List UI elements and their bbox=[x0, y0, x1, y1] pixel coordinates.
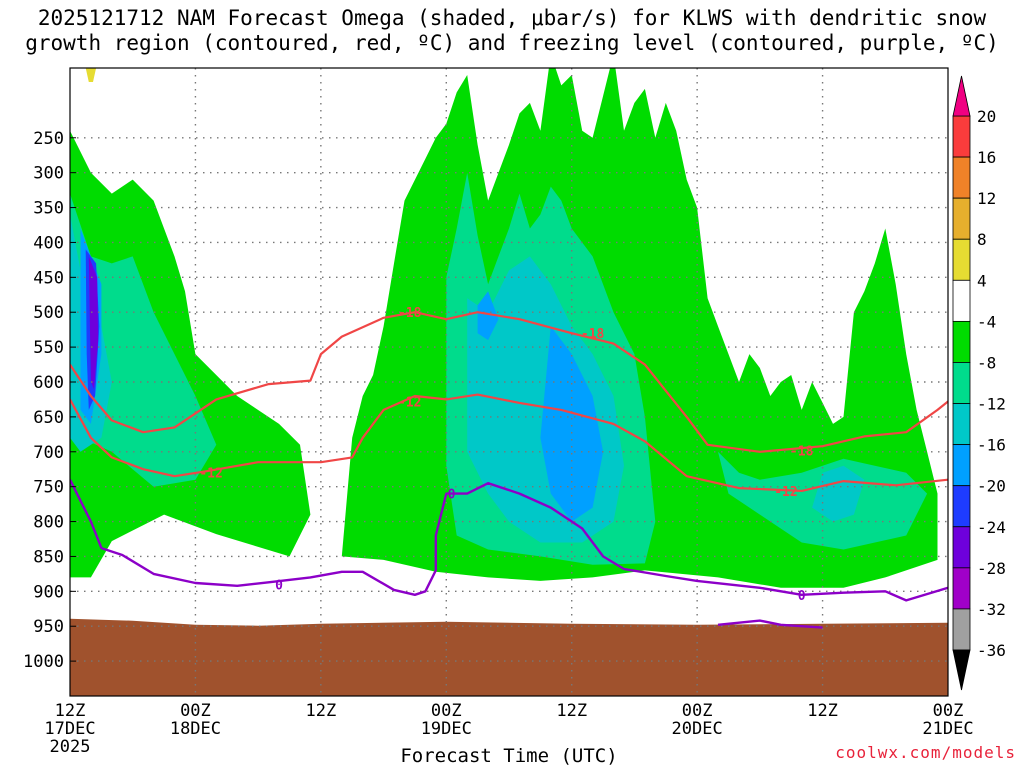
colorbar-label-neg28: -28 bbox=[977, 559, 1006, 578]
y-tick-label-650: 650 bbox=[33, 408, 64, 428]
colorbar-label-8: 8 bbox=[977, 230, 987, 249]
colorbar-bin-4 bbox=[952, 279, 971, 322]
x-tick-date-36: 19DEC bbox=[421, 719, 472, 739]
x-tick-time-60: 00Z bbox=[682, 701, 713, 721]
colorbar-label-20: 20 bbox=[977, 107, 996, 126]
colorbar-bin-7 bbox=[952, 403, 971, 446]
dgz_minus12-label-1: -12 bbox=[398, 396, 421, 411]
colorbar-label-neg32: -32 bbox=[977, 600, 1006, 619]
colorbar-bin-11 bbox=[952, 567, 971, 610]
x-tick-time-72: 12Z bbox=[807, 701, 838, 721]
y-tick-label-250: 250 bbox=[33, 129, 64, 149]
colorbar-label-neg12: -12 bbox=[977, 395, 1006, 414]
colorbar-bin-6 bbox=[952, 362, 971, 404]
colorbar-label-4: 4 bbox=[977, 271, 987, 290]
dgz_minus18-line bbox=[70, 311, 948, 453]
y-tick-label-600: 600 bbox=[33, 373, 64, 393]
colorbar-bottom-arrow bbox=[952, 649, 971, 691]
colorbar-label-neg36: -36 bbox=[977, 641, 1006, 660]
colorbar-bin-8 bbox=[952, 444, 971, 487]
colorbar: 20 16 12 8 4 -4 -8 -12 -16 -20 -24 -28 -32 -36 bbox=[952, 75, 1006, 691]
x-tick-year-0: 2025 bbox=[50, 737, 91, 757]
credit-link[interactable]: coolwx.com/models bbox=[835, 743, 1016, 762]
colorbar-bin-10 bbox=[952, 526, 971, 569]
dgz_minus18-label-0: -18 bbox=[398, 306, 422, 321]
freezing_0-segment-0 bbox=[717, 619, 823, 629]
x-tick-date-12: 18DEC bbox=[170, 719, 221, 739]
omega-region-neg16-9 bbox=[477, 291, 499, 341]
x-tick-date-0: 17DEC bbox=[44, 719, 95, 739]
colorbar-label-neg20: -20 bbox=[977, 477, 1006, 496]
omega-region-neg12-7 bbox=[812, 465, 865, 522]
colorbar-label-12: 12 bbox=[977, 189, 996, 208]
dgz_minus18-label-1: -18 bbox=[581, 327, 605, 342]
colorbar-bin-3 bbox=[952, 238, 971, 281]
y-tick-label-400: 400 bbox=[33, 233, 64, 253]
colorbar-bin-5 bbox=[952, 320, 971, 363]
dgz_minus18-label-2: -18 bbox=[790, 444, 814, 459]
colorbar-label-neg16: -16 bbox=[977, 436, 1006, 455]
x-tick-time-48: 12Z bbox=[556, 701, 587, 721]
omega-region-neg24-12 bbox=[88, 256, 99, 389]
y-tick-label-800: 800 bbox=[33, 513, 64, 533]
title-line-1: 2025121712 NAM Forecast Omega (shaded, μ… bbox=[37, 6, 987, 30]
colorbar-label-16: 16 bbox=[977, 148, 996, 167]
freezing_0-label-2: 0 bbox=[798, 589, 806, 604]
dgz_minus12-line bbox=[70, 393, 948, 492]
x-axis-label: Forecast Time (UTC) bbox=[400, 745, 617, 767]
x-tick-time-36: 00Z bbox=[431, 701, 462, 721]
x-tick-time-84: 00Z bbox=[933, 701, 964, 721]
x-tick-date-84: 21DEC bbox=[922, 719, 973, 739]
dgz_minus12-label-2: -12 bbox=[774, 485, 797, 500]
colorbar-bin-12 bbox=[952, 608, 971, 651]
terrain-layer bbox=[70, 618, 948, 696]
y-tick-label-900: 900 bbox=[33, 582, 64, 602]
freezing_0-line bbox=[70, 479, 948, 602]
chart-title: 2025121712 NAM Forecast Omega (shaded, μ… bbox=[0, 6, 1024, 56]
y-tick-label-350: 350 bbox=[33, 199, 64, 219]
axis-layer: 250 300 350 400 450 500 550 600 650 700 750 800 850 9… bbox=[23, 129, 974, 757]
y-tick-label-1000: 1000 bbox=[23, 652, 64, 672]
colorbar-label-neg24: -24 bbox=[977, 518, 1006, 537]
y-tick-label-850: 850 bbox=[33, 547, 64, 567]
y-tick-label-550: 550 bbox=[33, 338, 64, 358]
omega-region-neg16-10 bbox=[540, 326, 604, 522]
y-tick-label-300: 300 bbox=[33, 164, 64, 184]
contour-layer: -18 -18 -18 -12 -12 -12 0 0 0 bbox=[70, 306, 948, 629]
colorbar-top-arrow bbox=[952, 75, 971, 117]
colorbar-label-neg8: -8 bbox=[977, 353, 996, 372]
dgz_minus12-label-0: -12 bbox=[199, 467, 222, 482]
y-tick-label-450: 450 bbox=[33, 268, 64, 288]
colorbar-bin-2 bbox=[952, 197, 971, 240]
freezing_0-label-0: 0 bbox=[275, 578, 283, 593]
omega-shading-layer bbox=[70, 68, 938, 588]
title-line-2: growth region (contoured, red, ºC) and f… bbox=[25, 31, 999, 55]
colorbar-bin-9 bbox=[952, 485, 971, 528]
x-tick-time-24: 12Z bbox=[305, 701, 336, 721]
freezing_0-label-1: 0 bbox=[448, 488, 456, 503]
colorbar-label-neg4: -4 bbox=[977, 312, 996, 331]
colorbar-bin-1 bbox=[952, 156, 971, 199]
y-tick-label-750: 750 bbox=[33, 478, 64, 498]
terrain-fill bbox=[70, 618, 948, 696]
omega-region-4-13 bbox=[85, 68, 97, 82]
x-tick-time-0: 12Z bbox=[55, 701, 86, 721]
y-tick-label-700: 700 bbox=[33, 443, 64, 463]
x-tick-time-12: 00Z bbox=[180, 701, 211, 721]
y-tick-label-950: 950 bbox=[33, 617, 64, 637]
x-tick-date-60: 20DEC bbox=[672, 719, 723, 739]
y-tick-label-500: 500 bbox=[33, 303, 64, 323]
colorbar-bin-0 bbox=[952, 115, 971, 158]
